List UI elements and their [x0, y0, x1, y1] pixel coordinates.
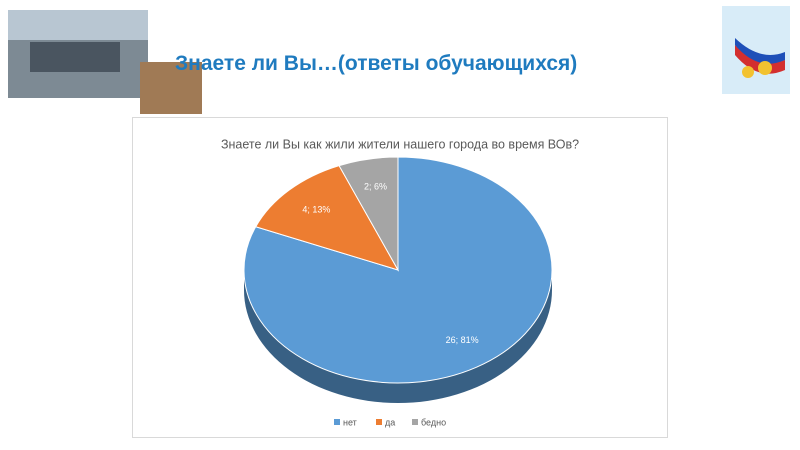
legend-swatch	[376, 419, 382, 425]
photo-building	[30, 42, 120, 72]
slide-title: Знаете ли Вы…(ответы обучающихся)	[175, 52, 578, 75]
chart: Знаете ли Вы как жили жители нашего горо…	[132, 117, 668, 438]
pie-slice	[338, 156, 399, 272]
pie-slice	[254, 165, 400, 271]
chart-title: Знаете ли Вы как жили жители нашего горо…	[221, 137, 579, 151]
legend-swatch	[412, 419, 418, 425]
logo-figure	[758, 61, 772, 75]
photo-sky	[8, 10, 148, 40]
legend-label: да	[385, 417, 395, 427]
pie-slice	[243, 156, 553, 384]
logo	[722, 6, 790, 94]
legend-label: нет	[343, 417, 357, 427]
logo-ribbon	[735, 38, 785, 64]
legend-label: бедно	[421, 417, 446, 427]
data-label: 4; 13%	[302, 204, 330, 214]
logo-figure	[742, 66, 754, 78]
data-label: 26; 81%	[446, 335, 479, 345]
pie-side	[244, 270, 552, 403]
data-label: 2; 6%	[364, 181, 387, 191]
students-photo	[140, 62, 202, 114]
legend-swatch	[334, 419, 340, 425]
